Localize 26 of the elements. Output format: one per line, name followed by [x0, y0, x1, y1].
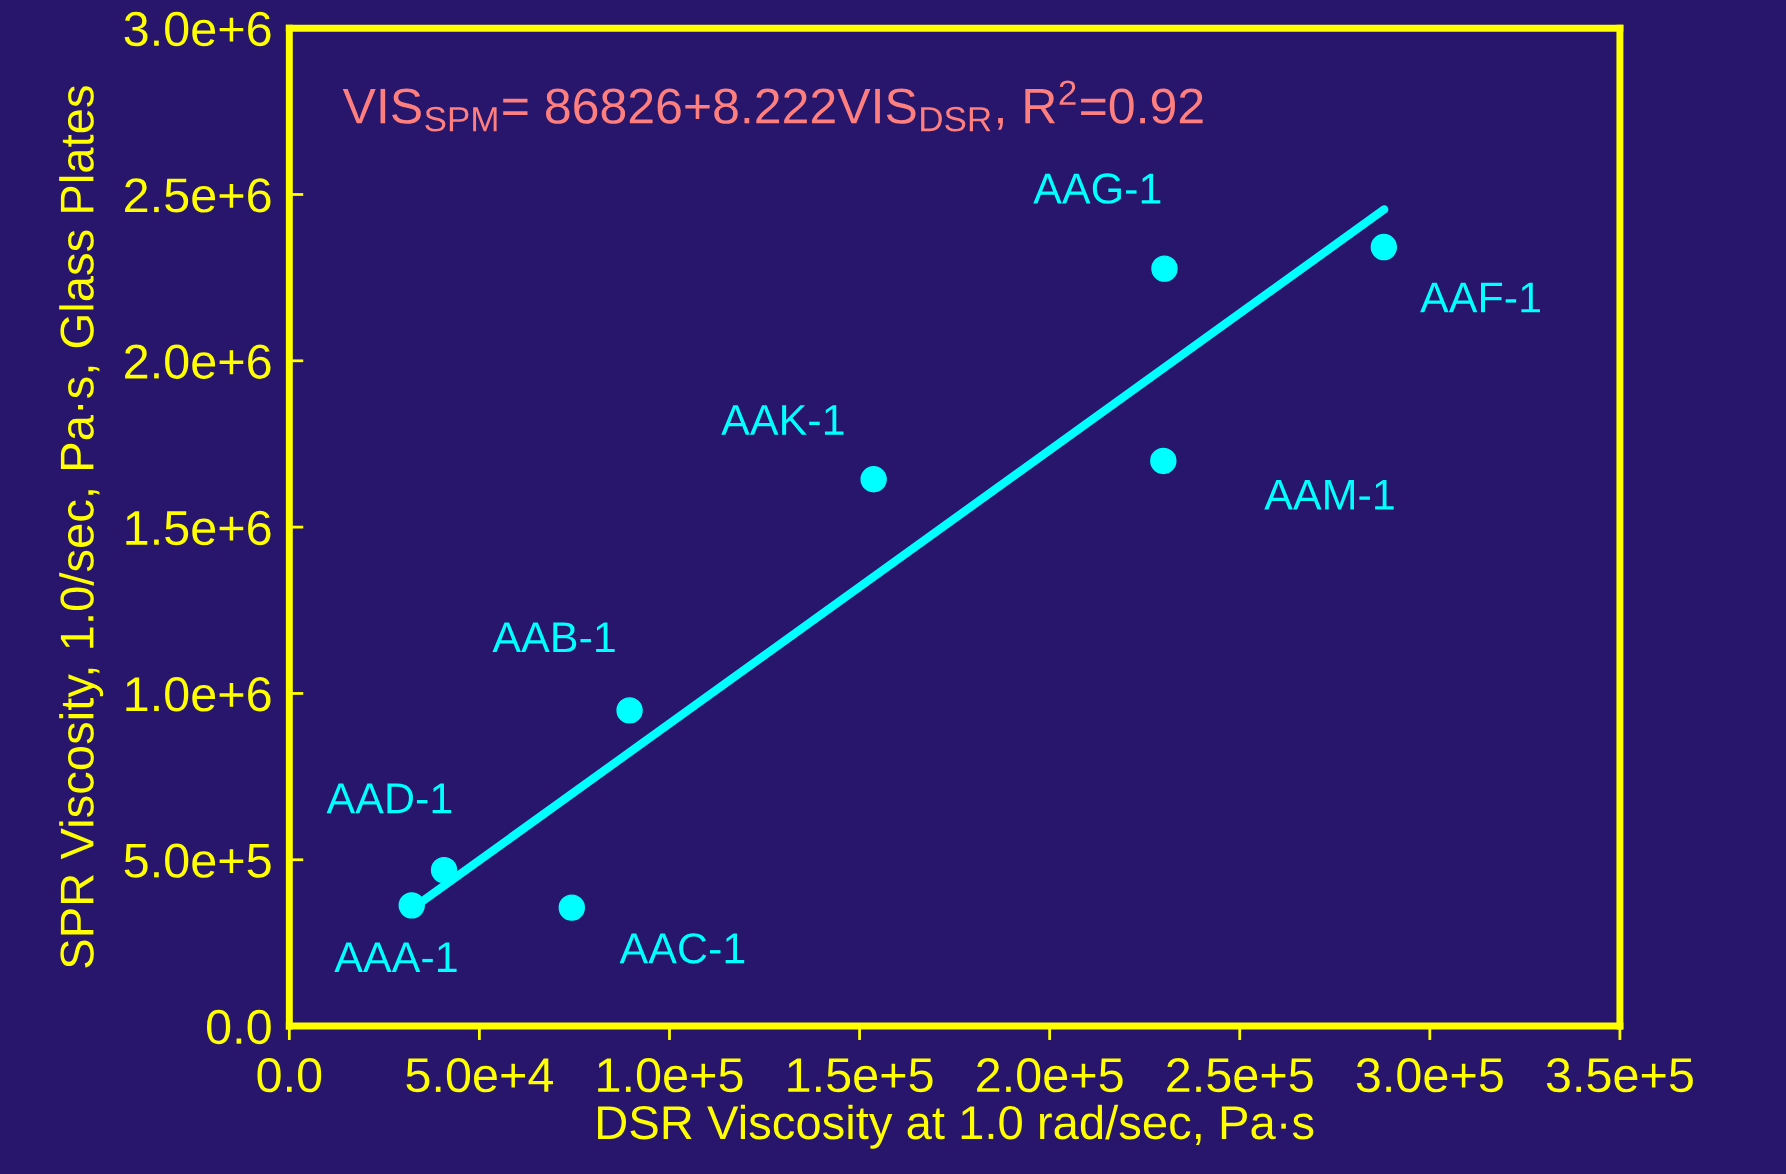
- x-tick-label: 1.5e+5: [788, 1058, 933, 1093]
- annotation: AAF-1: [1420, 282, 1540, 313]
- y-tick-label: 0.0: [206, 1009, 271, 1045]
- x-tick-label: 3.5e+5: [1546, 1057, 1693, 1093]
- x-tick-label: 0.0: [257, 1057, 322, 1093]
- annotation: AAB-1: [492, 622, 615, 653]
- x-tick-label: 2.0e+5: [977, 1057, 1123, 1093]
- annotation: AAM-1: [1264, 479, 1394, 510]
- annotation: AAK-1: [721, 405, 844, 435]
- x-tick-label: 3.0e+5: [1356, 1057, 1503, 1093]
- x-axis-title: DSR Viscosity at 1.0 rad/sec, Pa·s: [598, 1104, 1314, 1149]
- x-tick-label: 2.5e+5: [1167, 1057, 1313, 1093]
- annotation: AAG-1: [1033, 173, 1161, 204]
- annotation: AAD-1: [326, 783, 452, 814]
- x-tick-label: 5.0e+4: [406, 1057, 554, 1093]
- y-tick-label: 2.0e+6: [125, 344, 271, 379]
- y-tick-label: 2.5e+6: [125, 178, 271, 213]
- x-tick-label: 1.0e+5: [598, 1057, 743, 1093]
- annotation: VIS$_{SPM}$= 86826+8.222VIS$_{DSR}$, R$^{2}$=0.92: [342, 80, 1203, 132]
- y-axis-title: SPR Viscosity, 1.0/sec, Pa·s, Glass Plates: [59, 86, 104, 968]
- y-tick-label: 1.5e+6: [126, 510, 271, 546]
- y-tick-label: 5.0e+5: [124, 843, 271, 878]
- annotation: AAA-1: [334, 942, 457, 973]
- y-tick-label: 3.0e+6: [124, 11, 271, 47]
- annotation: AAC-1: [619, 933, 745, 964]
- y-tick-label: 1.0e+6: [126, 677, 271, 712]
